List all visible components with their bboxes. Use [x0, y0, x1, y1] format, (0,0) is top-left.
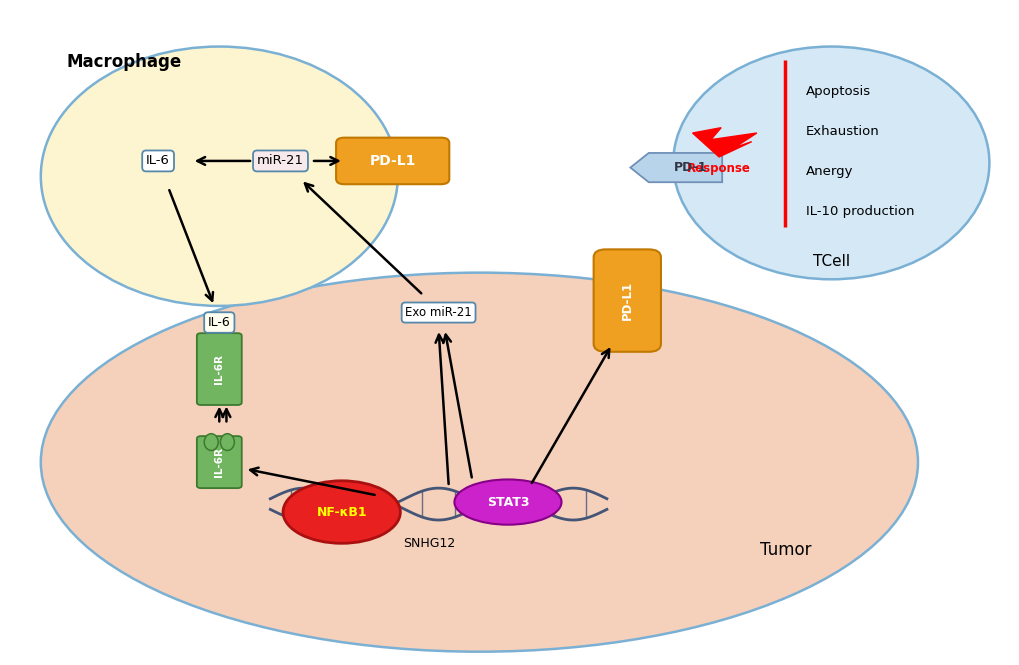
Text: SNHG12: SNHG12 — [403, 537, 454, 551]
Text: PD-1: PD-1 — [674, 161, 706, 174]
Ellipse shape — [283, 481, 400, 543]
Text: Exhaustion: Exhaustion — [805, 125, 878, 138]
Ellipse shape — [673, 47, 988, 279]
Text: Exo miR-21: Exo miR-21 — [405, 306, 472, 319]
Text: TCell: TCell — [812, 254, 849, 269]
Text: Anergy: Anergy — [805, 165, 853, 178]
Text: PD-L1: PD-L1 — [621, 281, 633, 320]
Polygon shape — [692, 128, 756, 157]
Text: PD-L1: PD-L1 — [369, 154, 416, 168]
FancyBboxPatch shape — [197, 333, 242, 405]
FancyBboxPatch shape — [197, 436, 242, 488]
FancyBboxPatch shape — [336, 138, 449, 184]
FancyBboxPatch shape — [593, 249, 660, 352]
Text: IL-6R: IL-6R — [214, 447, 224, 477]
Ellipse shape — [41, 273, 917, 652]
Text: NF-κB1: NF-κB1 — [316, 505, 367, 519]
Text: IL-10 production: IL-10 production — [805, 205, 913, 218]
Text: Apoptosis: Apoptosis — [805, 85, 870, 98]
Text: miR-21: miR-21 — [257, 154, 304, 168]
Text: IL-6: IL-6 — [208, 316, 230, 329]
Text: IL-6: IL-6 — [146, 154, 170, 168]
Ellipse shape — [454, 479, 560, 525]
Polygon shape — [630, 153, 721, 182]
Text: Macrophage: Macrophage — [66, 53, 181, 70]
Ellipse shape — [220, 434, 234, 450]
Text: Response: Response — [687, 162, 750, 175]
Ellipse shape — [204, 434, 218, 450]
Text: STAT3: STAT3 — [486, 495, 529, 509]
Ellipse shape — [41, 47, 397, 306]
Text: IL-6R: IL-6R — [214, 354, 224, 384]
Text: Tumor: Tumor — [759, 541, 810, 559]
